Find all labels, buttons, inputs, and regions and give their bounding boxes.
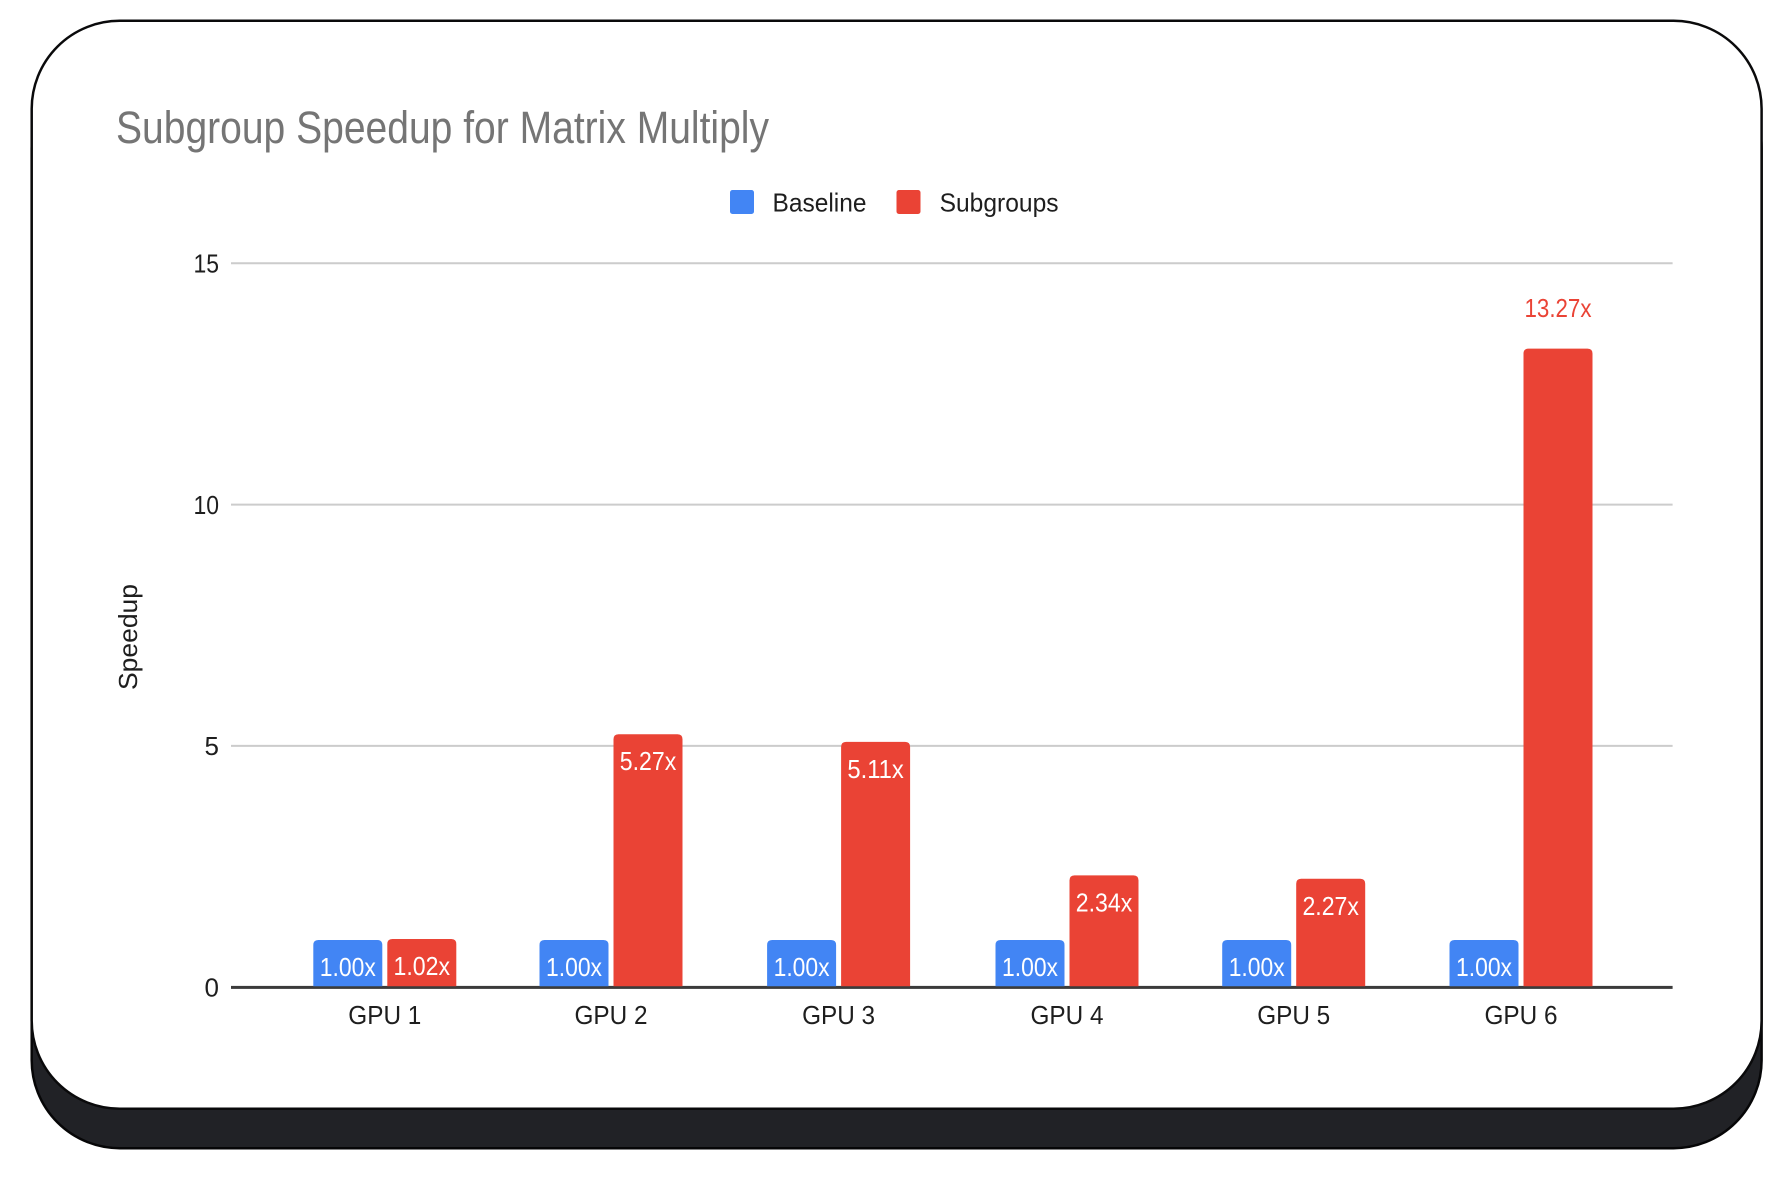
svg-text:2.34x: 2.34x — [1076, 887, 1133, 917]
svg-text:10: 10 — [194, 490, 220, 520]
svg-text:Subgroup Speedup for Matrix Mu: Subgroup Speedup for Matrix Multiply — [116, 102, 769, 153]
svg-text:0: 0 — [205, 973, 219, 1003]
svg-text:Baseline: Baseline — [773, 188, 867, 218]
svg-text:GPU 4: GPU 4 — [1031, 1000, 1104, 1030]
svg-text:1.02x: 1.02x — [394, 951, 451, 981]
svg-text:1.00x: 1.00x — [320, 952, 376, 982]
svg-text:5: 5 — [205, 731, 219, 761]
svg-text:GPU 6: GPU 6 — [1485, 1000, 1558, 1030]
svg-text:1.00x: 1.00x — [1229, 952, 1285, 982]
svg-text:1.00x: 1.00x — [774, 952, 830, 982]
svg-text:5.11x: 5.11x — [847, 754, 904, 784]
svg-text:1.00x: 1.00x — [546, 952, 602, 982]
svg-text:Speedup: Speedup — [113, 584, 143, 690]
svg-text:2.27x: 2.27x — [1302, 891, 1359, 921]
svg-text:1.00x: 1.00x — [1002, 952, 1058, 982]
svg-text:GPU 2: GPU 2 — [575, 1000, 648, 1030]
svg-text:GPU 1: GPU 1 — [348, 1000, 421, 1030]
svg-text:GPU 3: GPU 3 — [802, 1000, 875, 1030]
svg-text:1.00x: 1.00x — [1456, 952, 1512, 982]
svg-text:Subgroups: Subgroups — [940, 188, 1059, 218]
svg-text:GPU 5: GPU 5 — [1257, 1000, 1330, 1030]
svg-text:5.27x: 5.27x — [620, 746, 677, 776]
svg-text:15: 15 — [194, 249, 220, 279]
svg-text:13.27x: 13.27x — [1525, 293, 1592, 323]
